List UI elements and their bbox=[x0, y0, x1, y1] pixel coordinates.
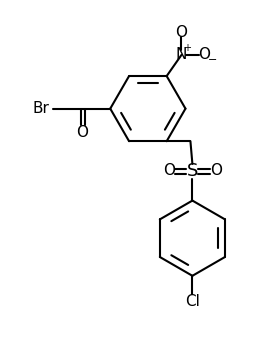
Text: Br: Br bbox=[33, 101, 49, 116]
Text: −: − bbox=[207, 55, 217, 65]
Text: O: O bbox=[210, 163, 222, 178]
Text: O: O bbox=[198, 47, 210, 63]
Text: S: S bbox=[187, 162, 198, 180]
Text: N: N bbox=[176, 47, 187, 63]
Text: O: O bbox=[163, 163, 175, 178]
Text: O: O bbox=[77, 125, 89, 140]
Text: O: O bbox=[176, 25, 187, 40]
Text: +: + bbox=[183, 43, 191, 53]
Text: Cl: Cl bbox=[185, 294, 200, 309]
